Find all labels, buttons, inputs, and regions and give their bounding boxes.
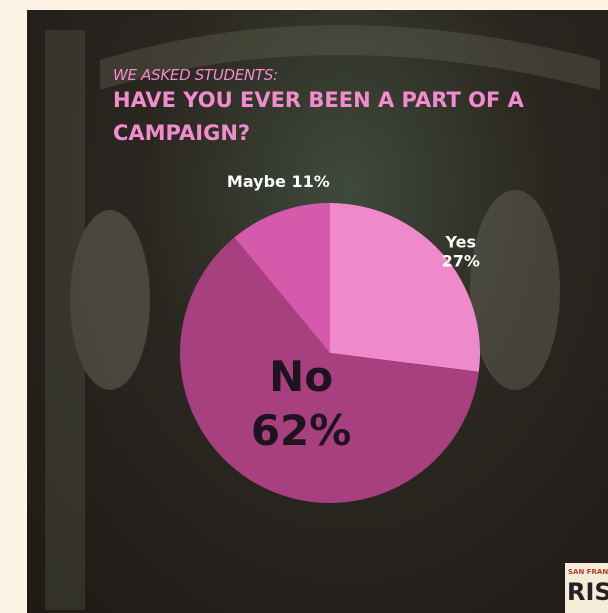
logo: SAN FRANCISCO RISING <box>565 563 608 613</box>
slice-value-label: 62% <box>251 406 352 455</box>
slice-category: Yes <box>445 233 477 252</box>
slice-category: No <box>269 352 333 401</box>
photo-shapes <box>45 25 600 610</box>
subtitle: WE ASKED STUDENTS: <box>113 66 278 84</box>
logo-bg <box>565 563 608 613</box>
logo-top: SAN FRANCISCO <box>568 568 608 576</box>
logo-bottom: RISING <box>567 578 608 606</box>
slice-label: Maybe 11% <box>227 171 330 190</box>
pie-slice <box>330 203 480 372</box>
slice-value-label: 11% <box>291 171 329 190</box>
slice-value-label: 27% <box>442 252 480 271</box>
pie-slice <box>180 237 479 503</box>
title: HAVE YOU EVER BEEN A PART OF A CAMPAIGN? <box>113 88 524 145</box>
slice-category: Maybe <box>227 171 286 190</box>
pie-slice <box>234 203 330 353</box>
heading: WE ASKED STUDENTS: HAVE YOU EVER BEEN A … <box>113 66 553 150</box>
